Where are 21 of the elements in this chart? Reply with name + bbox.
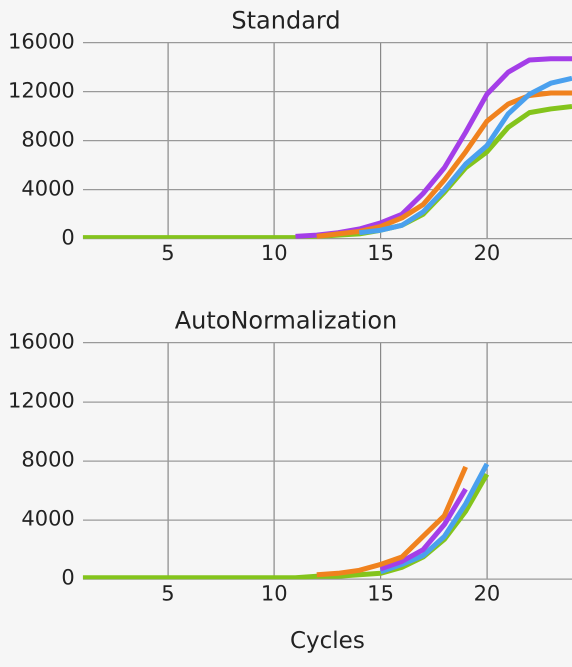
- y-tick-label: 0: [61, 566, 75, 590]
- chart-title: Standard: [231, 6, 341, 35]
- y-tick-label: 12000: [8, 78, 75, 102]
- x-tick-label: 20: [474, 240, 500, 265]
- chart-title: AutoNormalization: [174, 306, 398, 335]
- y-tick-label: 8000: [21, 447, 75, 472]
- x-axis-title: Cycles: [290, 628, 365, 654]
- y-tick-label: 8000: [21, 127, 75, 152]
- y-tick-label: 4000: [21, 506, 75, 531]
- y-tick-label: 16000: [8, 29, 75, 54]
- x-tick-label: 20: [474, 581, 500, 606]
- x-tick-label: 10: [260, 581, 288, 606]
- x-tick-label: 5: [161, 240, 175, 265]
- y-tick-label: 16000: [8, 329, 75, 354]
- x-tick-label: 15: [367, 240, 394, 265]
- x-tick-label: 15: [367, 581, 394, 606]
- y-tick-label: 12000: [8, 388, 75, 412]
- x-tick-label: 10: [260, 240, 288, 265]
- y-tick-label: 0: [61, 225, 75, 250]
- x-tick-label: 5: [161, 581, 175, 606]
- y-tick-label: 4000: [21, 176, 75, 200]
